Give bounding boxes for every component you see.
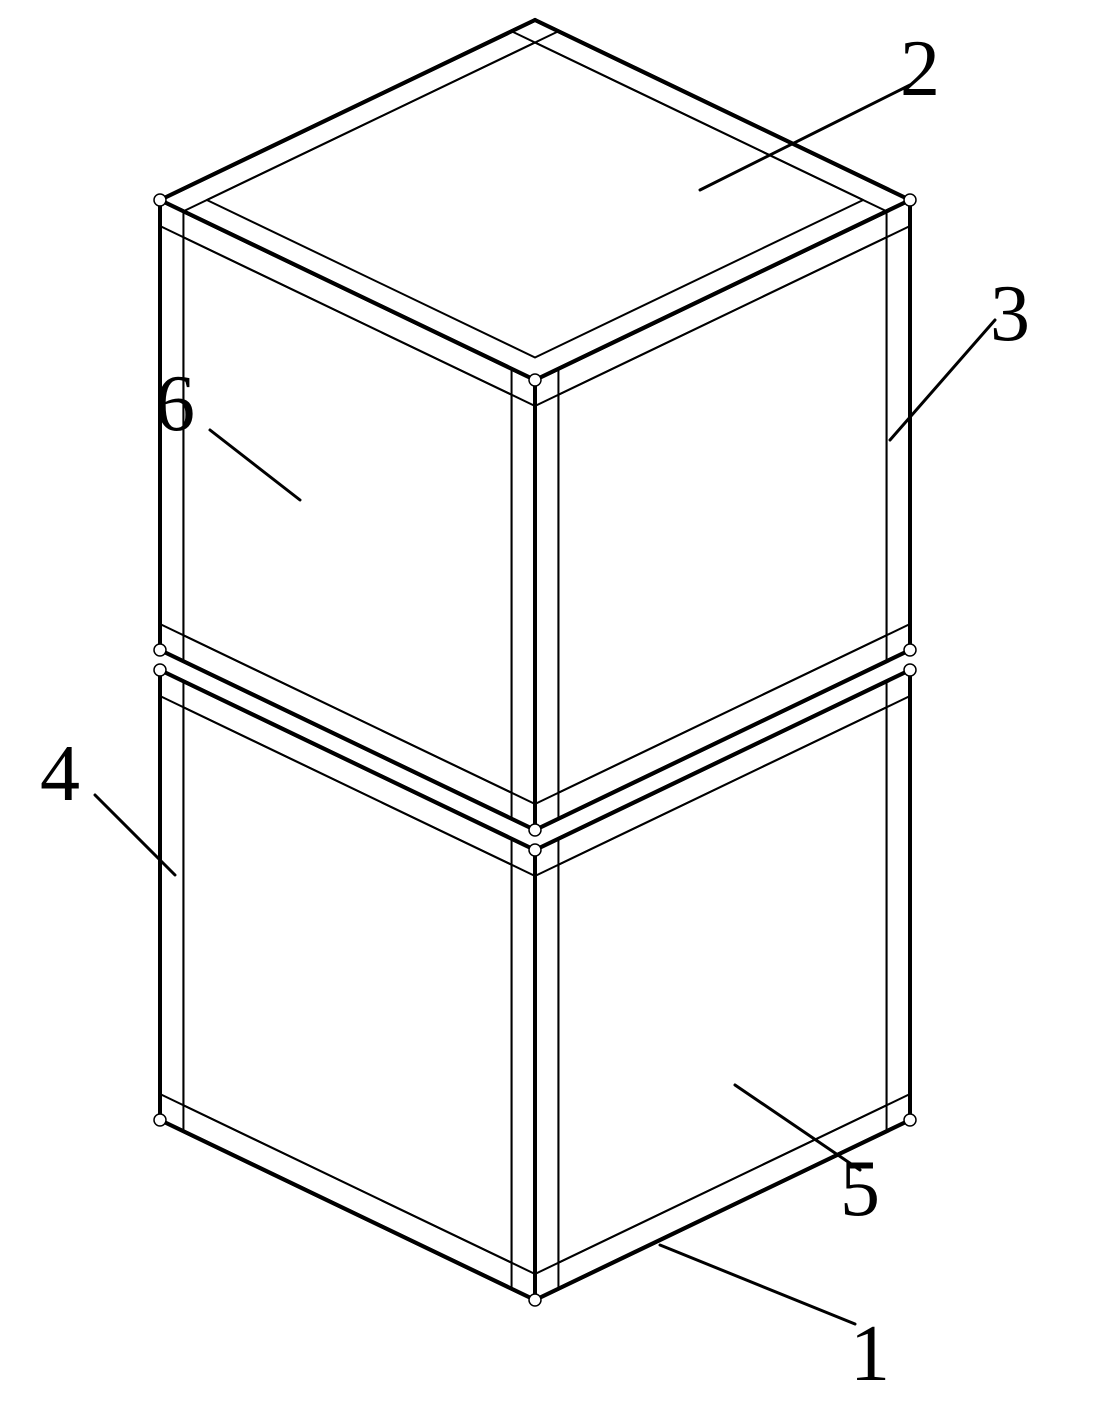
label-3: 3 [990,270,1030,358]
leader-line-1 [660,1245,855,1324]
label-5: 5 [840,1145,880,1233]
label-2: 2 [900,25,940,113]
label-4: 4 [40,730,80,818]
label-1: 1 [850,1310,890,1398]
label-6: 6 [155,360,195,448]
